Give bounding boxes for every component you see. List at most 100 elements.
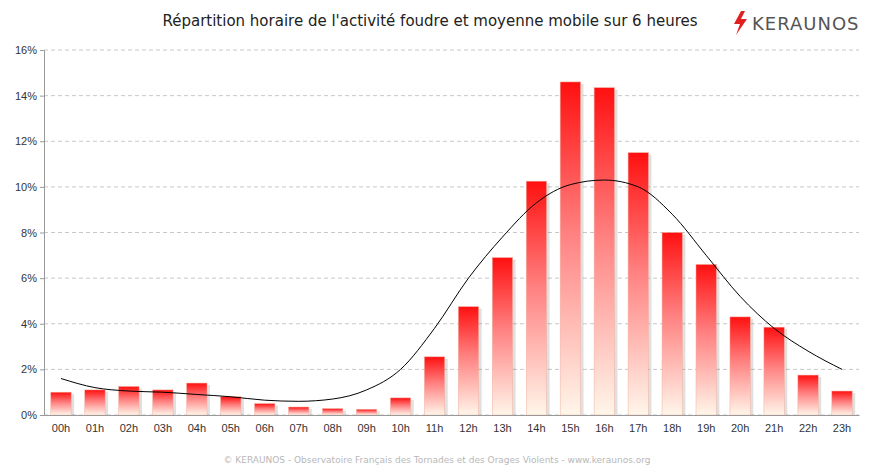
bar-shadows (54, 84, 855, 415)
x-axis-line (45, 415, 860, 416)
x-tick-label: 09h (357, 422, 375, 434)
x-tick-label: 19h (697, 422, 715, 434)
bars (51, 82, 852, 415)
x-tick-label: 07h (290, 422, 308, 434)
bar (187, 383, 207, 415)
x-tick-label: 04h (188, 422, 206, 434)
x-tick-label: 23h (833, 422, 851, 434)
x-tick: 19h (697, 415, 715, 434)
x-tick-label: 06h (256, 422, 274, 434)
x-tick-label: 15h (561, 422, 579, 434)
y-tick-label: 4% (21, 318, 37, 330)
bar (798, 375, 818, 415)
bar (289, 407, 309, 415)
y-tick: 10% (15, 181, 44, 193)
plot-area (51, 82, 855, 415)
y-tick-label: 10% (15, 181, 37, 193)
y-axis-line (40, 51, 45, 416)
y-tick: 12% (15, 135, 44, 147)
y-tick-label: 16% (15, 44, 37, 56)
title: Répartition horaire de l'activité foudre… (162, 12, 697, 30)
y-tick-mark (40, 324, 44, 325)
y-tick-mark (40, 278, 44, 279)
bar (85, 390, 105, 415)
grid (44, 50, 859, 415)
bar (255, 404, 275, 415)
bar (51, 392, 71, 415)
grid-line (44, 278, 859, 279)
y-tick-label: 12% (15, 135, 37, 147)
x-tick: 09h (357, 415, 375, 434)
x-tick: 05h (222, 415, 240, 434)
footer: © KERAUNOS - Observatoire Français des T… (223, 455, 650, 465)
x-tick: 08h (323, 415, 341, 434)
x-tick-label: 20h (731, 422, 749, 434)
x-tick-label: 02h (120, 422, 138, 434)
bar (560, 82, 580, 415)
bar (492, 258, 512, 415)
grid-line (44, 50, 859, 51)
x-tick-label: 01h (86, 422, 104, 434)
x-tick: 14h (527, 415, 545, 434)
bar (153, 390, 173, 415)
x-tick-label: 17h (629, 422, 647, 434)
y-tick-label: 6% (21, 272, 37, 284)
x-tick-label: 14h (527, 422, 545, 434)
y-tick-mark (40, 141, 44, 142)
bar (356, 409, 376, 415)
y-tick: 2% (21, 363, 44, 375)
y-tick-label: 8% (21, 227, 37, 239)
x-tick-label: 13h (493, 422, 511, 434)
x-tick-label: 21h (765, 422, 783, 434)
x-tick-label: 10h (391, 422, 409, 434)
x-tick-label: 00h (52, 422, 70, 434)
bar (628, 153, 648, 415)
x-tick: 01h (86, 415, 104, 434)
bar (322, 409, 342, 415)
x-tick: 03h (154, 415, 172, 434)
logo: KERAUNOS (752, 13, 860, 34)
x-tick: 17h (629, 415, 647, 434)
y-tick: 8% (21, 227, 44, 239)
x-tick-label: 08h (323, 422, 341, 434)
x-tick: 11h (426, 415, 444, 434)
y-tick: 16% (15, 44, 44, 56)
x-tick: 21h (765, 415, 783, 434)
grid-line (44, 186, 859, 187)
x-tick: 06h (256, 415, 274, 434)
y-tick-mark (40, 50, 44, 51)
y-tick-mark (40, 96, 44, 97)
x-tick: 22h (799, 415, 817, 434)
bar (221, 397, 241, 415)
y-axis: 0% 2% 4% 6% 8% 10% 12% 14% 16% (15, 44, 45, 421)
bar (424, 357, 444, 415)
x-tick-label: 05h (222, 422, 240, 434)
bar (594, 88, 614, 415)
x-tick: 04h (188, 415, 206, 434)
y-tick: 4% (21, 318, 44, 330)
y-tick-mark (40, 233, 44, 234)
x-axis: 00h 01h 02h 03h 04h 05h 06h 07h 08h 09h 10h 11h 12h 1… (45, 415, 860, 434)
x-tick: 12h (459, 415, 477, 434)
x-tick: 07h (290, 415, 308, 434)
bar (458, 307, 478, 415)
y-tick: 6% (21, 272, 44, 284)
x-tick: 16h (595, 415, 613, 434)
y-tick-label: 14% (15, 90, 37, 102)
y-tick: 0% (21, 409, 44, 421)
logo-icon (734, 11, 747, 35)
x-tick: 23h (833, 415, 851, 434)
x-tick: 13h (493, 415, 511, 434)
grid-line (44, 141, 859, 142)
grid-line (44, 95, 859, 96)
y-tick: 14% (15, 90, 44, 102)
moving-average-line (61, 180, 842, 401)
bar (390, 398, 410, 415)
x-tick: 02h (120, 415, 138, 434)
x-tick: 15h (561, 415, 579, 434)
x-tick-label: 12h (459, 422, 477, 434)
x-tick-label: 22h (799, 422, 817, 434)
x-tick: 20h (731, 415, 749, 434)
x-tick: 18h (663, 415, 681, 434)
x-tick: 10h (391, 415, 409, 434)
